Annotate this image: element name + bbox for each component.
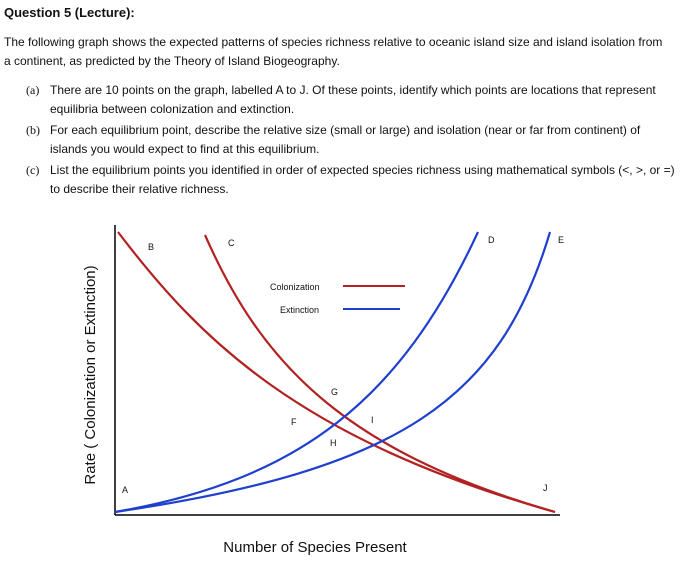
legend-label: Colonization <box>270 282 320 292</box>
marker: (a) <box>26 83 40 97</box>
point-label: J <box>543 483 548 493</box>
point-label: I <box>371 415 374 425</box>
colonization-curve <box>117 231 556 514</box>
point-label: H <box>330 438 337 448</box>
title: Question 5 (Lecture): <box>4 5 135 20</box>
extinction-curve <box>114 231 552 514</box>
question: (c) List the equilibrium points you ident… <box>26 161 676 199</box>
point-label: G <box>331 387 338 397</box>
question: (b) For each equilibrium point, describe … <box>26 121 676 159</box>
x-axis-label: Number of Species Present <box>223 539 407 556</box>
point-label: C <box>228 238 235 248</box>
point-label: B <box>148 242 154 252</box>
marker: (c) <box>26 163 40 177</box>
question: (a) There are 10 points on the graph, lab… <box>26 81 676 119</box>
marker: (b) <box>26 123 40 137</box>
point-label: D <box>488 235 495 245</box>
y-axis-label: Rate ( Colonization or Extinction) <box>82 265 99 484</box>
question-text: List the equilibrium points you identifi… <box>50 163 675 196</box>
extinction-curve <box>114 231 479 514</box>
question-text: For each equilibrium point, describe the… <box>50 123 641 156</box>
point-label: A <box>122 485 128 495</box>
colonization-curve <box>203 234 556 514</box>
question-text: There are 10 points on the graph, labell… <box>50 83 656 116</box>
point-label: F <box>291 417 297 427</box>
point-label: E <box>558 235 564 245</box>
legend-label: Extinction <box>280 305 319 315</box>
intro: The following graph shows the expected p… <box>4 35 663 68</box>
